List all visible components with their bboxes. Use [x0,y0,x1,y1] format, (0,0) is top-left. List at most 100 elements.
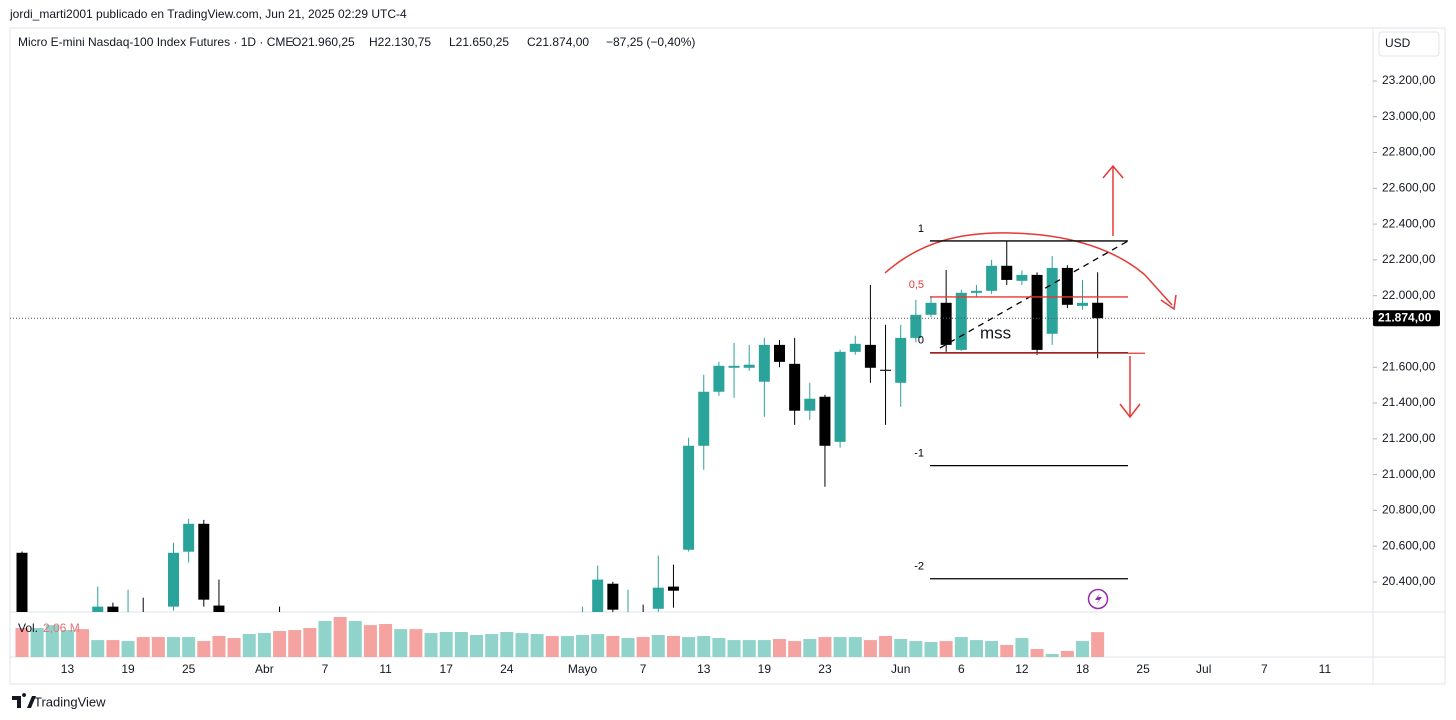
candle-body [880,369,892,371]
volume-bar [606,635,620,657]
candle-body [713,365,725,392]
volume-bar [1076,641,1089,657]
drawings: mss 1 0,5 0 -1 -2 [884,164,1177,610]
y-tick-label: 22.600,00 [1382,180,1436,194]
volume-bar [757,640,771,657]
candle-body [1046,267,1058,334]
volume-bar [363,625,377,657]
volume-title: Vol. [18,621,38,635]
candle-body [834,351,846,442]
volume-bar [91,640,105,657]
x-tick-label: 6 [958,662,965,676]
volume-bar [394,629,408,657]
candle-body [183,523,195,552]
volume-bar [924,642,938,657]
candle-body [652,587,664,609]
y-tick-label: 22.800,00 [1382,145,1436,159]
candle-body [607,583,619,610]
candle-body [667,586,679,591]
currency[interactable]: USD [1385,36,1411,50]
x-tick-label: 17 [440,662,454,676]
x-tick-label: 24 [500,662,514,676]
publisher: jordi_marti2001 publicado en TradingView… [9,7,407,21]
ohlc-label: C21.874,00 [527,35,589,49]
price-pane [10,240,1373,612]
volume-bar [303,627,317,657]
candle-body [970,290,982,293]
candle-body [213,605,225,612]
volume-bar [1045,653,1059,657]
volume-bar [333,617,347,657]
volume-bar [197,641,211,657]
y-tick-label: 23.000,00 [1382,109,1436,123]
candle-body [168,552,179,607]
volume-bar [560,635,574,657]
candle-body [1092,302,1104,319]
y-tick-label: 22.400,00 [1382,216,1436,230]
candle-body [1016,274,1028,281]
ohlc-label: L21.650,25 [449,35,509,49]
currency-box[interactable] [1378,31,1440,57]
candle-body [895,337,907,383]
x-tick-label: 13 [61,662,75,676]
candle-body [728,365,740,368]
ohlc-label: H22.130,75 [369,35,431,49]
volume-bar [909,641,923,657]
fib-label: -1 [914,448,924,460]
fib-label: -2 [914,561,924,573]
volume-bar [818,637,832,657]
volume-last-label: 2,06 M [43,621,80,635]
volume-bar [212,635,226,657]
volume-bar [454,631,468,657]
volume-bar [60,630,74,657]
volume-bar [727,640,741,657]
x-tick-label: 11 [1319,662,1332,676]
axes: 23.200,00 23.000,00 22.800,00 22.600,00 22.4… [61,73,1440,676]
volume-bar [879,635,893,657]
fib-label: 1 [918,223,924,235]
candle-body [592,579,604,612]
volume-bar [666,635,680,657]
candle-body [683,445,695,550]
x-tick-label: 7 [322,662,329,676]
annotation: mss [980,323,1011,342]
volume-bar [242,634,256,657]
ohlc-label: −87,25 (−0,40%) [606,35,695,49]
volume-bar [485,634,499,657]
candle-body [774,344,785,362]
candle-body [1061,267,1073,305]
volume-bar [500,631,514,657]
brand-logo [12,693,36,708]
arrow-head [1160,294,1177,311]
title: Micro E-mini Nasdaq-100 Index Futures · … [18,35,293,49]
candle-body [698,391,710,446]
volume-bar [409,629,423,657]
volume-bar [45,625,59,657]
volume-bar [742,640,756,657]
candle-body [16,552,28,612]
volume-bar [515,633,529,657]
candle-body [986,265,998,291]
candle-body [789,363,801,411]
volume-bar [803,638,817,657]
volume-bar [273,631,287,657]
candle-body [92,606,104,612]
volume-bar [121,641,135,657]
volume-bar [621,638,635,657]
x-tick-label: 25 [182,662,196,676]
last-price-label: 21.874,00 [1378,310,1432,324]
volume-bar [424,633,438,657]
last-price-box [1373,310,1440,327]
x-tick-label: 7 [1261,662,1268,676]
volume-bar [969,640,983,657]
volume-bar [182,637,196,657]
volume-bar [1000,645,1014,657]
event-bolt [1095,593,1102,605]
volume-bar [318,620,332,657]
volume-bar [167,637,180,657]
x-tick-label: 25 [1136,662,1150,676]
y-tick-label: 21.600,00 [1382,359,1436,373]
x-tick-label: Mayo [568,662,598,676]
